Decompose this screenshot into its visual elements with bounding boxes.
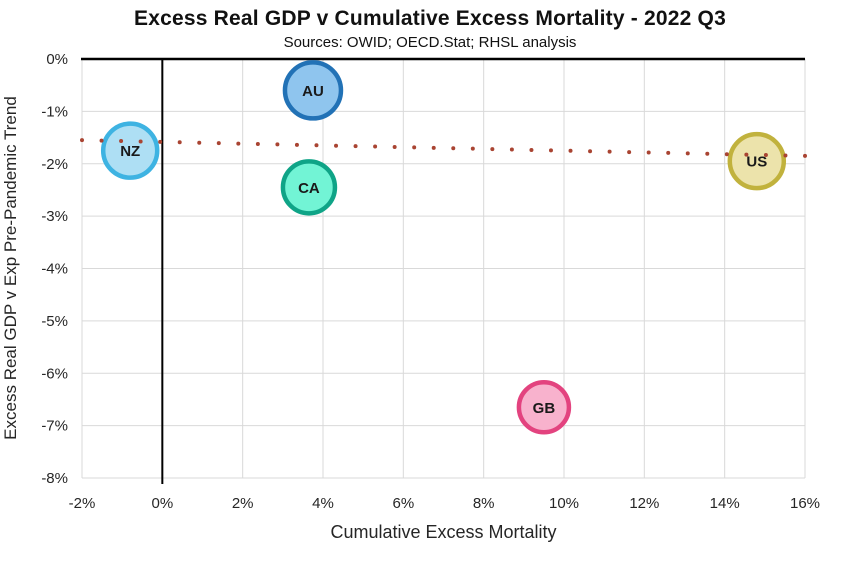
x-tick-label: 12%	[629, 495, 659, 512]
trendline-dot	[607, 149, 612, 154]
trendline-dot	[490, 147, 495, 152]
bubble-label-CA: CA	[298, 180, 320, 197]
bubble-label-GB: GB	[533, 400, 556, 417]
trendline-dot	[373, 144, 378, 149]
trendline-dot	[80, 138, 84, 143]
x-tick-label: 0%	[151, 495, 173, 512]
y-axis-tick-labels: 0% -1% -2% -3% -4% -5% -6% -7% -8%	[41, 51, 68, 487]
trendline-dot	[470, 146, 475, 151]
trendline-dot	[334, 143, 339, 148]
trendline-dot	[412, 145, 417, 150]
bubble-CA	[280, 159, 338, 216]
trendline-dot	[588, 149, 593, 154]
trendline-dot	[627, 150, 632, 155]
x-tick-label: 6%	[392, 495, 414, 512]
bubble-GB	[516, 380, 572, 435]
data-bubbles: NZ AU CA GB US	[100, 60, 787, 435]
trendline-dot	[158, 139, 163, 144]
trendline-dot	[646, 150, 651, 155]
trendline-dot	[705, 151, 710, 156]
trendline-dot	[666, 150, 671, 155]
chart-title: Excess Real GDP v Cumulative Excess Mort…	[134, 7, 726, 30]
y-tick-label: -3%	[41, 208, 68, 225]
x-tick-label: 4%	[312, 495, 334, 512]
y-tick-label: -6%	[41, 365, 68, 382]
trendline-dot	[314, 143, 319, 148]
chart-subtitle: Sources: OWID; OECD.Stat; RHSL analysis	[283, 34, 577, 51]
trendline-dot	[763, 153, 768, 158]
trendline-dot	[529, 147, 534, 152]
trendline-dot	[392, 144, 397, 149]
bubble-NZ	[100, 121, 160, 180]
trendline-dot	[431, 145, 436, 150]
trendline-dot	[99, 138, 104, 143]
y-tick-label: -5%	[41, 313, 68, 330]
x-tick-label: 16%	[790, 495, 820, 512]
bubble-US	[727, 131, 787, 191]
y-tick-label: -4%	[41, 261, 68, 278]
trendline-dot	[177, 140, 182, 145]
trendline-dot	[548, 148, 553, 153]
y-tick-label: -8%	[41, 470, 68, 487]
bubble-AU	[282, 60, 344, 121]
gridlines	[81, 58, 806, 479]
y-tick-label: -1%	[41, 103, 68, 120]
trendline-dot	[216, 141, 221, 146]
x-tick-label: 2%	[232, 495, 254, 512]
y-tick-label: -2%	[41, 156, 68, 173]
trendline-dot	[724, 152, 729, 157]
trendline-dot	[119, 139, 124, 144]
trendline-dot	[744, 152, 749, 157]
trendline-dot	[568, 148, 573, 153]
bubble-label-US: US	[746, 154, 767, 171]
trendline-dot	[138, 139, 143, 144]
x-tick-label: 14%	[710, 495, 740, 512]
trendline-dot	[236, 141, 241, 146]
trendline-dot	[803, 153, 807, 158]
x-axis-tick-labels: -2% 0% 2% 4% 6% 8% 10% 12% 14% 16%	[69, 495, 820, 512]
zero-axis-lines	[81, 57, 805, 484]
bubble-label-NZ: NZ	[120, 143, 140, 160]
x-tick-label: -2%	[69, 495, 96, 512]
x-tick-label: 10%	[549, 495, 579, 512]
trendline-dot	[353, 144, 358, 149]
dotted-trendline	[80, 138, 807, 158]
trendline-dot	[275, 142, 280, 147]
x-axis-title: Cumulative Excess Mortality	[330, 522, 557, 542]
y-tick-label: -7%	[41, 418, 68, 435]
trendline-dot	[294, 142, 299, 147]
y-axis-title: Excess Real GDP v Exp Pre-Pandemic Trend	[1, 96, 20, 440]
trendline-dot	[685, 151, 690, 156]
y-tick-label: 0%	[46, 51, 68, 68]
trendline-dot	[783, 153, 788, 158]
trendline-dot	[255, 142, 260, 147]
trendline-dot	[197, 140, 202, 145]
trendline-dot	[451, 146, 456, 151]
bubble-label-AU: AU	[302, 83, 324, 100]
trendline-dot	[509, 147, 514, 152]
x-tick-label: 8%	[473, 495, 495, 512]
